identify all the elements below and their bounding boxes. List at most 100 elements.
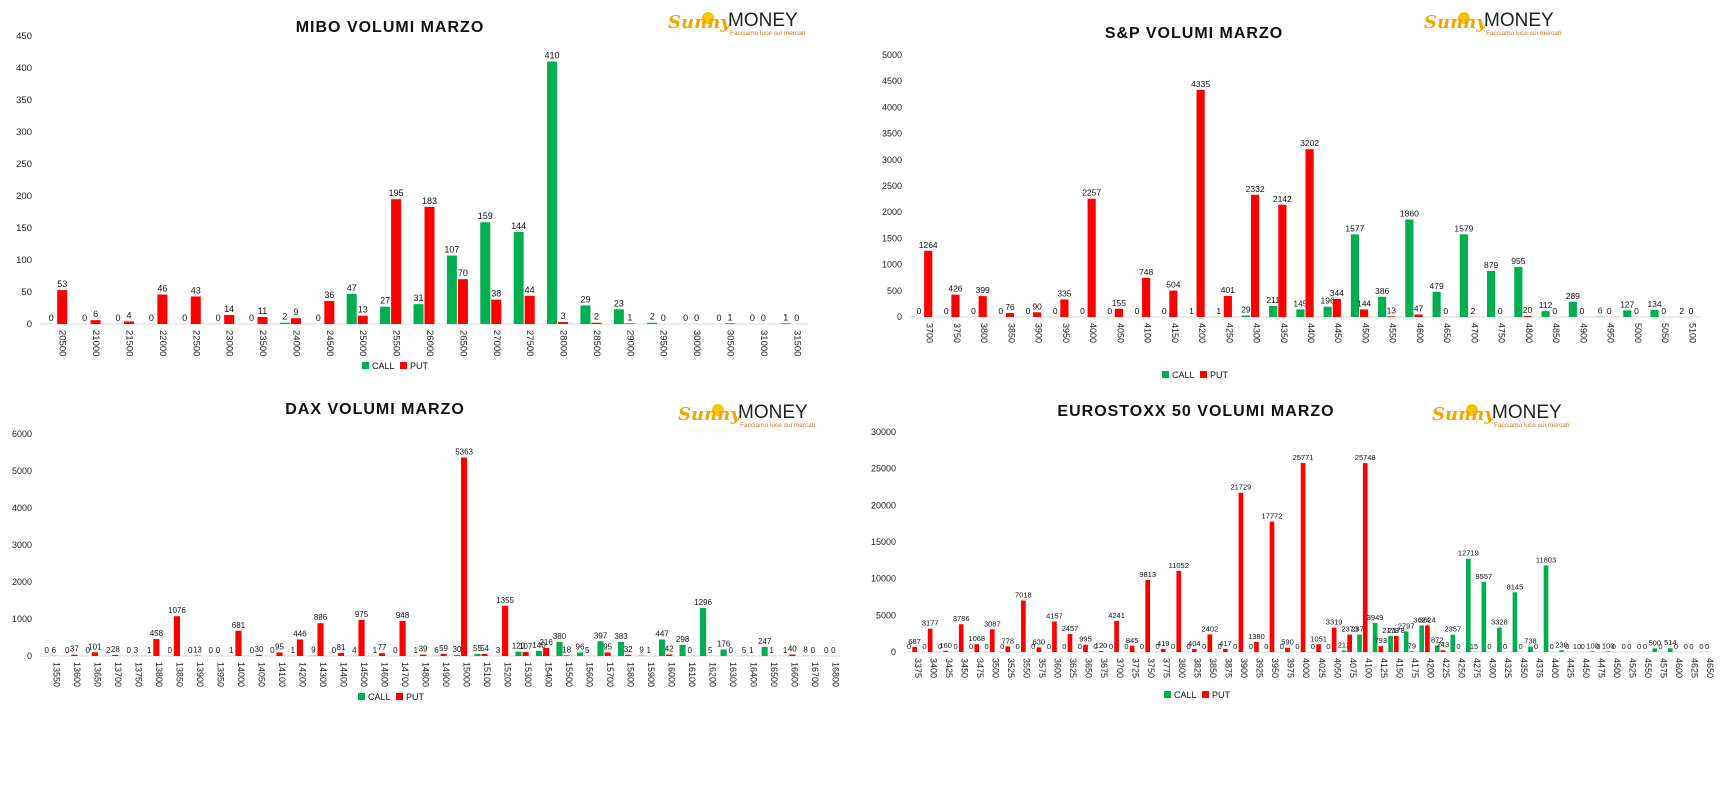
data-label: 975 xyxy=(355,610,369,619)
bar-call xyxy=(580,305,591,324)
bar-put xyxy=(1440,650,1446,652)
x-tick-label: 5050 xyxy=(1660,323,1670,343)
x-tick-label: 4600 xyxy=(1415,323,1425,343)
data-label: 0 xyxy=(1456,642,1460,651)
x-tick-label: 5000 xyxy=(1633,323,1643,343)
x-tick-label: 31000 xyxy=(758,330,769,356)
bar-call xyxy=(1432,291,1441,317)
bar-put xyxy=(1409,651,1415,652)
x-tick-label: 4100 xyxy=(1143,323,1153,343)
data-label: 0 xyxy=(1699,642,1703,651)
bar-call xyxy=(1465,558,1471,652)
bar-put xyxy=(57,290,68,324)
data-label: 77 xyxy=(378,643,387,652)
data-label: 112 xyxy=(1539,300,1553,310)
bar-put xyxy=(1176,570,1182,652)
data-label: 2457 xyxy=(1062,624,1079,633)
bar-call xyxy=(1350,234,1359,317)
bar-put xyxy=(157,294,168,324)
legend-label-put: PUT xyxy=(406,692,425,702)
bar-call xyxy=(1650,309,1659,317)
x-tick-label: 3750 xyxy=(1146,658,1156,678)
x-tick-label: 3850 xyxy=(1208,658,1218,678)
legend-swatch-put xyxy=(400,362,407,369)
data-label: 0 xyxy=(1107,306,1112,316)
data-label: 5363 xyxy=(455,448,473,457)
bar-call xyxy=(1341,650,1347,652)
x-tick-label: 13900 xyxy=(195,662,205,687)
data-label: 1 xyxy=(291,646,296,655)
y-tick-label: 50 xyxy=(21,287,32,298)
data-label: 0 xyxy=(794,313,799,323)
data-label: 1 xyxy=(1189,306,1194,316)
x-tick-label: 3375 xyxy=(913,658,923,678)
data-label: 0 xyxy=(1062,642,1066,651)
data-label: 6 xyxy=(52,646,57,655)
data-label: 5 xyxy=(585,646,590,655)
data-label: 681 xyxy=(232,621,246,630)
x-tick-label: 15700 xyxy=(605,662,615,687)
data-label: 1 xyxy=(229,646,234,655)
data-label: 0 xyxy=(1552,306,1557,316)
x-tick-label: 4125 xyxy=(1379,658,1389,678)
x-tick-label: 4475 xyxy=(1596,658,1606,678)
data-label: 2402 xyxy=(1201,624,1218,633)
data-label: 0 xyxy=(1080,306,1085,316)
bar-call xyxy=(1559,650,1564,652)
data-label: 0 xyxy=(1661,306,1666,316)
x-tick-label: 4400 xyxy=(1306,323,1316,343)
data-label: 0 xyxy=(1684,642,1688,651)
data-label: 3202 xyxy=(1300,138,1319,148)
data-label: 479 xyxy=(1430,281,1444,291)
x-tick-label: 3575 xyxy=(1037,658,1047,678)
data-label: 3328 xyxy=(1491,618,1508,627)
bar-put xyxy=(1378,646,1384,652)
data-label: 2373 xyxy=(1351,625,1368,634)
x-tick-label: 30500 xyxy=(725,330,736,356)
data-label: 417 xyxy=(1219,639,1232,648)
bar-put xyxy=(378,653,386,656)
bar-put xyxy=(951,294,960,317)
y-tick-label: 1500 xyxy=(882,233,902,243)
data-label: 0 xyxy=(1162,306,1167,316)
data-label: 30 xyxy=(452,645,461,654)
x-tick-label: 16800 xyxy=(831,662,841,687)
data-label: 0 xyxy=(1705,642,1709,651)
data-label: 419 xyxy=(1157,639,1170,648)
bar-put xyxy=(978,296,987,317)
bar-put xyxy=(1414,314,1423,317)
x-tick-label: 4900 xyxy=(1578,323,1588,343)
legend-label-call: CALL xyxy=(368,692,391,702)
legend-label-put: PUT xyxy=(1212,690,1231,700)
data-label: 40 xyxy=(788,645,797,654)
y-tick-label: 4000 xyxy=(882,102,902,112)
data-label: 0 xyxy=(1016,642,1020,651)
y-tick-label: 0 xyxy=(27,651,32,661)
bar-put xyxy=(1362,463,1368,652)
bar-call xyxy=(1269,305,1278,317)
bar-put xyxy=(491,299,502,324)
data-label: 0 xyxy=(65,646,70,655)
data-label: 0 xyxy=(1233,642,1237,651)
data-label: 1068 xyxy=(968,634,985,643)
legend-swatch-call xyxy=(358,693,365,700)
data-label: 0 xyxy=(1026,306,1031,316)
data-label: 0 xyxy=(1140,642,1144,651)
data-label: 2 xyxy=(106,646,111,655)
bar-put xyxy=(1359,309,1369,317)
x-tick-label: 26500 xyxy=(457,330,468,356)
brand-tagline: Facciamo luce sui mercati xyxy=(740,422,815,429)
x-tick-label: 4300 xyxy=(1488,658,1498,678)
chart-panel-eurostoxx: EUROSTOXX 50 VOLUMI MARZO Sunny MONEY Facci… xyxy=(864,398,1728,796)
x-tick-label: 14100 xyxy=(277,662,287,687)
y-tick-label: 350 xyxy=(16,95,32,106)
data-label: 289 xyxy=(1566,291,1580,301)
bar-put xyxy=(624,323,635,324)
data-label: 401 xyxy=(1221,285,1235,295)
data-label: 140 xyxy=(532,641,546,650)
x-tick-label: 3975 xyxy=(1286,658,1296,678)
data-label: 8145 xyxy=(1507,582,1524,591)
x-tick-label: 4450 xyxy=(1333,323,1343,343)
